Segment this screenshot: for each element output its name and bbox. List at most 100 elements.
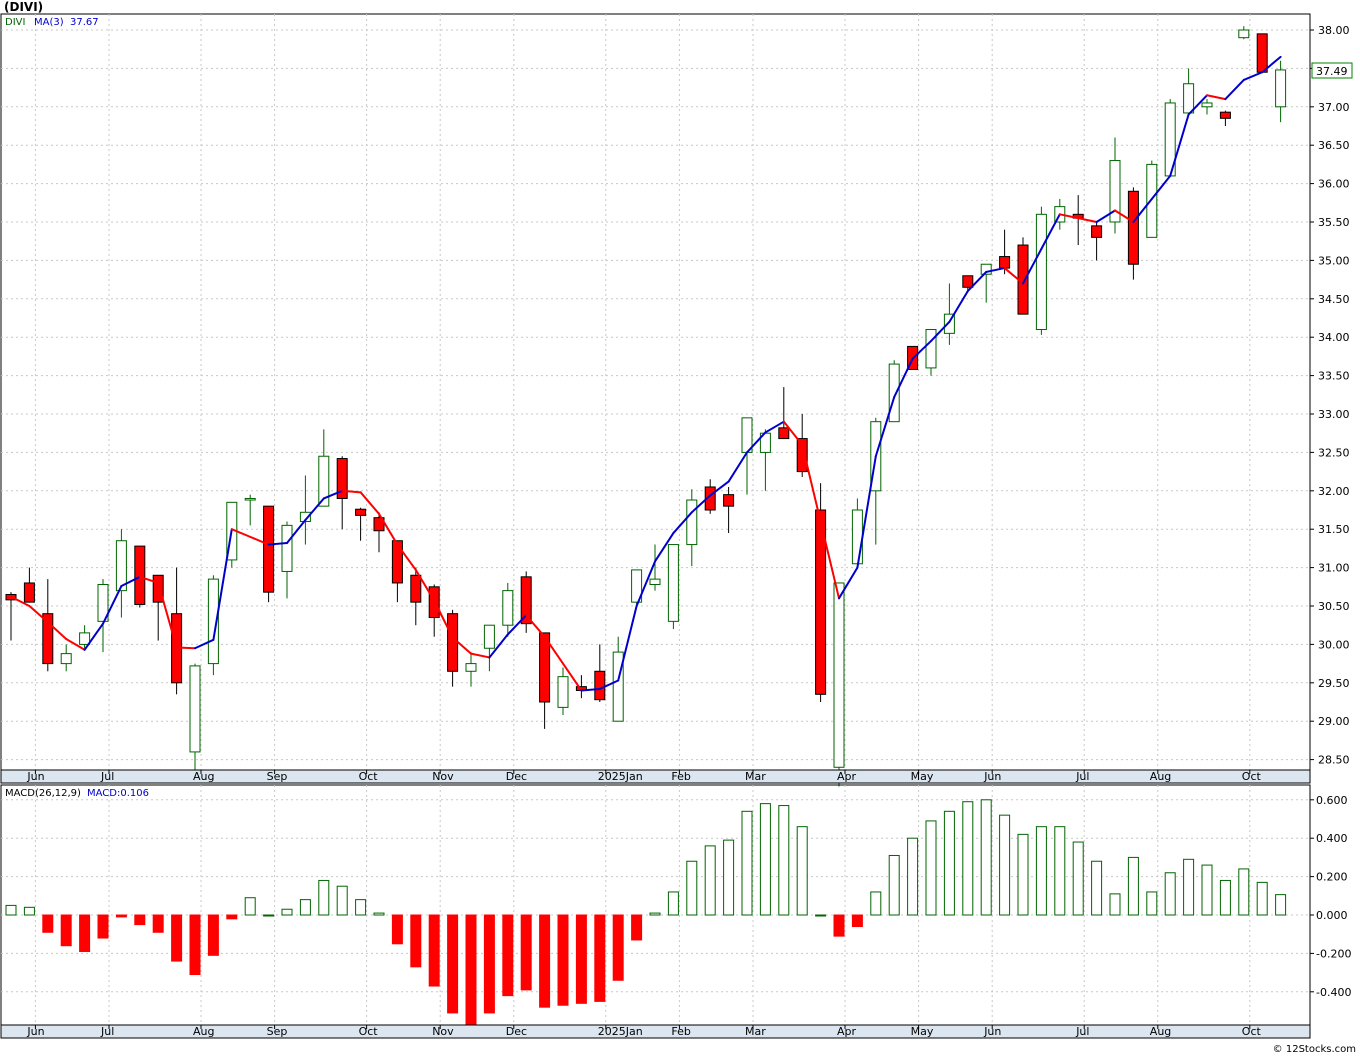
- macd-bar: [870, 891, 882, 916]
- candle-body: [355, 508, 367, 516]
- ma-segment: [782, 420, 804, 446]
- ma-segment: [911, 340, 932, 360]
- ma-segment: [488, 633, 509, 659]
- candle: [410, 567, 422, 626]
- candle: [962, 275, 974, 292]
- ma-segment: [378, 512, 399, 546]
- macd-bar: [281, 908, 293, 916]
- price-tick-label: 30.50: [1318, 600, 1350, 613]
- macd-bar: [1256, 881, 1268, 916]
- macd-bar: [1183, 858, 1195, 916]
- candle: [1275, 60, 1287, 123]
- candle-body: [888, 363, 900, 423]
- ma-segment: [1242, 71, 1264, 81]
- candle-body: [1146, 163, 1158, 238]
- macd-bar: [649, 912, 661, 916]
- ma-segment: [1132, 197, 1153, 223]
- macd-bar: [1238, 868, 1250, 916]
- candle-body: [410, 574, 422, 603]
- date-tick-label: Jun: [983, 1025, 1001, 1038]
- macd-bar: [999, 814, 1011, 916]
- macd-bar: [962, 801, 974, 916]
- price-tick-label: 29.00: [1318, 715, 1350, 728]
- ma-segment: [157, 581, 178, 649]
- candle: [373, 512, 385, 553]
- ma-segment: [948, 290, 969, 323]
- ma-segment: [194, 638, 215, 650]
- macd-bar: [1219, 879, 1231, 916]
- macd-bar: [833, 914, 845, 937]
- macd-bar: [171, 914, 183, 962]
- macd-bar: [1035, 826, 1047, 916]
- ma-segment: [893, 357, 914, 399]
- candle-body: [281, 524, 293, 572]
- ma-segment: [120, 575, 141, 588]
- macd-bar: [336, 885, 348, 916]
- macd-bar: [594, 914, 606, 1002]
- candle: [980, 263, 992, 303]
- candle: [1127, 187, 1139, 280]
- candle: [115, 529, 127, 618]
- date-tick-label: Jul: [100, 770, 114, 783]
- ma-segment: [322, 489, 344, 500]
- macd-bar: [851, 914, 863, 928]
- candle-body: [594, 670, 606, 701]
- candle-body: [391, 540, 403, 584]
- price-tick-label: 33.50: [1318, 370, 1350, 383]
- macd-bar: [355, 899, 367, 916]
- ma-segment: [1095, 209, 1116, 223]
- macd-bar: [667, 891, 679, 916]
- ma-segment: [304, 497, 325, 521]
- ma-segment: [249, 535, 270, 546]
- candle: [60, 644, 72, 672]
- candle: [1201, 99, 1213, 115]
- candle: [943, 283, 955, 345]
- ma-segment: [212, 528, 233, 641]
- candle: [207, 575, 219, 676]
- candle-body: [704, 486, 716, 511]
- macd-bar: [5, 904, 17, 916]
- ma-segment: [286, 518, 307, 545]
- ma-segment: [359, 491, 380, 515]
- candle: [925, 329, 937, 376]
- candle-body: [667, 544, 679, 622]
- candle-body: [1035, 213, 1047, 331]
- candle-body: [336, 458, 348, 499]
- candle-body: [152, 574, 164, 603]
- ma-segment: [709, 480, 730, 497]
- macd-bar: [888, 854, 900, 916]
- candle-body: [1183, 83, 1195, 114]
- candle-body: [649, 578, 661, 585]
- candle: [594, 644, 606, 702]
- watermark: © 12Stocks.com: [1273, 1044, 1356, 1055]
- candle: [502, 582, 514, 637]
- macd-bar: [263, 914, 275, 917]
- candle-body: [465, 663, 477, 672]
- candle-body: [686, 499, 698, 546]
- candle-body: [796, 438, 808, 473]
- macd-bar: [60, 914, 72, 947]
- candle-body: [815, 509, 827, 695]
- ma-segment: [506, 614, 528, 636]
- date-tick-label: Oct: [1242, 1025, 1262, 1038]
- ma-segment: [672, 511, 693, 535]
- date-tick-label: May: [911, 1025, 934, 1038]
- candle-body: [962, 275, 974, 288]
- macd-bar: [631, 914, 643, 941]
- candle-body: [502, 590, 514, 626]
- candle: [1109, 137, 1121, 234]
- ma-segment: [1003, 267, 1024, 285]
- macd-tick-label: 0.200: [1316, 871, 1348, 884]
- candle-body: [1275, 69, 1287, 108]
- ma-segment: [598, 679, 620, 690]
- candle-body: [851, 509, 863, 565]
- macd-bar: [520, 914, 532, 991]
- candle-body: [1201, 102, 1213, 108]
- macd-tick-label: 0.600: [1316, 794, 1348, 807]
- last-price-box: 37.49: [1311, 62, 1353, 79]
- candle: [888, 360, 900, 423]
- macd-bar: [796, 826, 808, 916]
- legend-ma-value: 37.67: [70, 17, 99, 28]
- ma-segment: [966, 270, 988, 293]
